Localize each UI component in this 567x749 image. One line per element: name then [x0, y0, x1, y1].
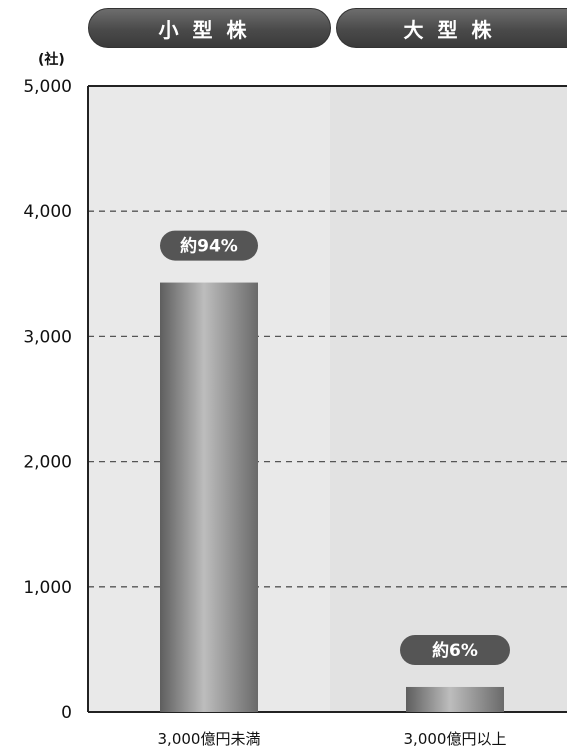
large-cap-header: 大型株 — [336, 8, 567, 48]
data-label-pill — [400, 634, 510, 665]
x-tick-label: 3,000億円以上 — [404, 730, 507, 748]
bar — [406, 686, 504, 712]
y-tick-label: 2,000 — [23, 453, 72, 473]
data-label: 約94% — [180, 236, 238, 257]
y-unit-label: (社) — [38, 52, 65, 68]
y-tick-label: 1,000 — [23, 578, 72, 598]
plot-region-large-cap — [330, 86, 567, 712]
y-tick-label: 4,000 — [23, 202, 72, 222]
small-cap-header: 小型株 — [88, 8, 331, 48]
y-tick-label: 5,000 — [23, 77, 72, 97]
bar — [160, 282, 258, 712]
small-cap-label: 小型株 — [158, 17, 261, 42]
y-tick-label: 0 — [61, 703, 72, 723]
large-cap-label: 大型株 — [403, 17, 506, 42]
data-label-pill — [160, 230, 258, 261]
data-label: 約6% — [432, 640, 478, 661]
y-tick-label: 3,000 — [23, 327, 72, 347]
x-tick-label: 3,000億円未満 — [158, 730, 261, 748]
